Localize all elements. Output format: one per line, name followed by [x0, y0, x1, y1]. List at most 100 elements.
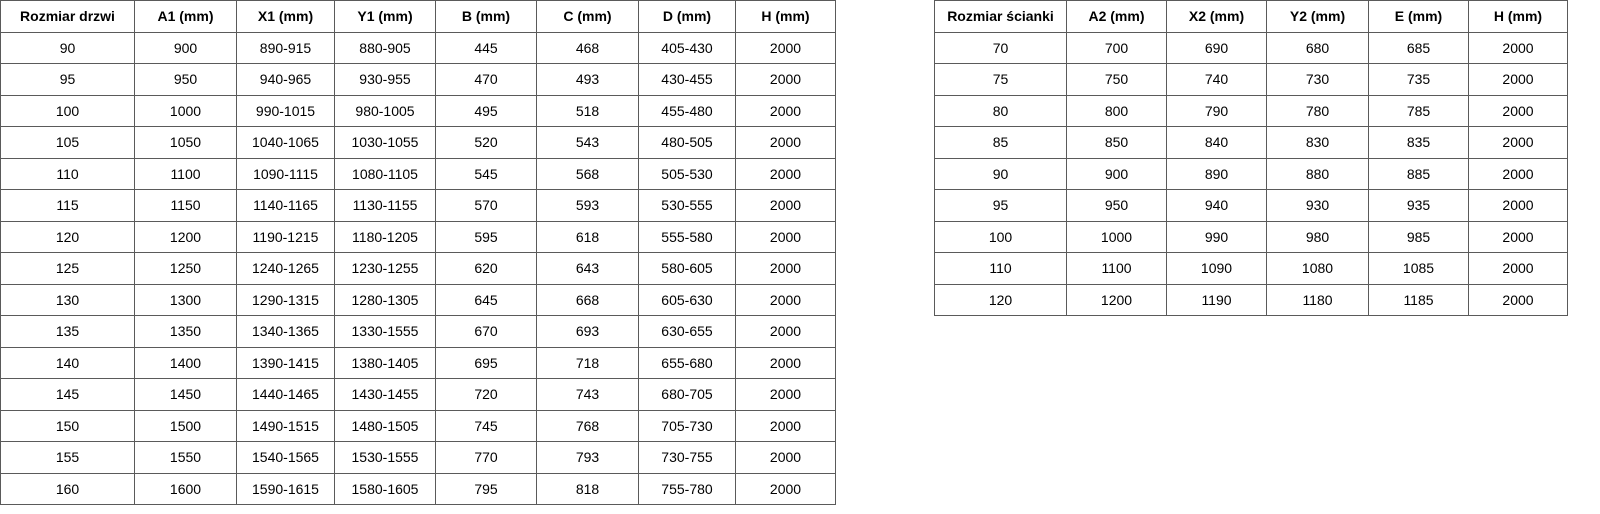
column-header: D (mm) [638, 0, 736, 33]
table-cell: 1090 [1166, 252, 1267, 285]
table-cell: 720 [435, 378, 537, 411]
table-cell: 940-965 [236, 63, 335, 96]
table-cell: 930 [1266, 189, 1369, 222]
table-cell: 100 [0, 94, 135, 127]
table-cell: 800 [1066, 94, 1167, 127]
table-row: 120 1200 1190-1215 1180-1205 595 618 555-580 20… [0, 220, 836, 253]
table-cell: 545 [435, 157, 537, 190]
table-cell: 95 [0, 63, 135, 96]
table-cell: 605-630 [638, 283, 736, 316]
table-cell: 1400 [134, 346, 237, 379]
table-cell: 2000 [735, 157, 836, 190]
table-cell: 735 [1368, 63, 1469, 96]
table-cell: 793 [536, 441, 639, 474]
table-cell: 530-555 [638, 189, 736, 222]
table-cell: 2000 [1468, 220, 1568, 253]
table-cell: 880-905 [334, 31, 436, 64]
table-cell: 930-955 [334, 63, 436, 96]
table-cell: 1180-1205 [334, 220, 436, 253]
table-cell: 593 [536, 189, 639, 222]
table-cell: 85 [934, 126, 1067, 159]
table-cell: 130 [0, 283, 135, 316]
column-header: X1 (mm) [236, 0, 335, 33]
table-cell: 1190-1215 [236, 220, 335, 253]
table-row: 110 1100 1090 1080 1085 2000 [934, 252, 1568, 285]
table-cell: 1450 [134, 378, 237, 411]
table-cell: 1040-1065 [236, 126, 335, 159]
table-row: 115 1150 1140-1165 1130-1155 570 593 530-555 20… [0, 189, 836, 222]
table-cell: 1330-1555 [334, 315, 436, 348]
table-cell: 705-730 [638, 409, 736, 442]
table-row: 70 700 690 680 685 2000 [934, 31, 1568, 64]
table-cell: 493 [536, 63, 639, 96]
table-cell: 700 [1066, 31, 1167, 64]
header-row: Rozmiar drzwi A1 (mm) X1 (mm) Y1 (mm) B (mm)… [0, 0, 836, 33]
table-cell: 668 [536, 283, 639, 316]
table-cell: 1500 [134, 409, 237, 442]
table-cell: 2000 [735, 252, 836, 285]
table-cell: 1100 [134, 157, 237, 190]
table-cell: 2000 [735, 441, 836, 474]
table-cell: 1340-1365 [236, 315, 335, 348]
table-cell: 115 [0, 189, 135, 222]
table-cell: 643 [536, 252, 639, 285]
table-cell: 645 [435, 283, 537, 316]
table-cell: 685 [1368, 31, 1469, 64]
table-cell: 730-755 [638, 441, 736, 474]
table-cell: 940 [1166, 189, 1267, 222]
table-row: 140 1400 1390-1415 1380-1405 695 718 655-680 20… [0, 346, 836, 379]
table-cell: 445 [435, 31, 537, 64]
table-cell: 145 [0, 378, 135, 411]
table-cell: 890 [1166, 157, 1267, 190]
table-cell: 743 [536, 378, 639, 411]
table-cell: 1085 [1368, 252, 1469, 285]
table-cell: 840 [1166, 126, 1267, 159]
column-header: A1 (mm) [134, 0, 237, 33]
table-cell: 1140-1165 [236, 189, 335, 222]
table-cell: 695 [435, 346, 537, 379]
table-cell: 150 [0, 409, 135, 442]
table-row: 120 1200 1190 1180 1185 2000 [934, 283, 1568, 316]
table-cell: 140 [0, 346, 135, 379]
wall-size-table: Rozmiar ścianki A2 (mm) X2 (mm) Y2 (mm) E (m… [934, 0, 1568, 316]
table-cell: 1380-1405 [334, 346, 436, 379]
table-cell: 2000 [735, 378, 836, 411]
column-header: B (mm) [435, 0, 537, 33]
table-cell: 70 [934, 31, 1067, 64]
column-header: Y1 (mm) [334, 0, 436, 33]
table-cell: 520 [435, 126, 537, 159]
column-header: H (mm) [1468, 0, 1568, 33]
table-cell: 75 [934, 63, 1067, 96]
table-cell: 405-430 [638, 31, 736, 64]
table-cell: 1250 [134, 252, 237, 285]
table-cell: 730 [1266, 63, 1369, 96]
table-cell: 1200 [1066, 283, 1167, 316]
table-cell: 990-1015 [236, 94, 335, 127]
table-cell: 2000 [1468, 252, 1568, 285]
table-cell: 2000 [1468, 189, 1568, 222]
table-cell: 580-605 [638, 252, 736, 285]
table-cell: 1080-1105 [334, 157, 436, 190]
table-row: 75 750 740 730 735 2000 [934, 63, 1568, 96]
table-cell: 980 [1266, 220, 1369, 253]
table-cell: 1390-1415 [236, 346, 335, 379]
table-cell: 780 [1266, 94, 1369, 127]
table-cell: 785 [1368, 94, 1469, 127]
table-cell: 1240-1265 [236, 252, 335, 285]
table-cell: 950 [1066, 189, 1167, 222]
table-cell: 155 [0, 441, 135, 474]
table-cell: 1550 [134, 441, 237, 474]
table-cell: 1480-1505 [334, 409, 436, 442]
table-cell: 1590-1615 [236, 472, 335, 505]
table-cell: 990 [1166, 220, 1267, 253]
table-cell: 768 [536, 409, 639, 442]
table-cell: 1090-1115 [236, 157, 335, 190]
table-cell: 740 [1166, 63, 1267, 96]
table-cell: 1080 [1266, 252, 1369, 285]
table-cell: 718 [536, 346, 639, 379]
table-cell: 135 [0, 315, 135, 348]
table-cell: 693 [536, 315, 639, 348]
table-cell: 1540-1565 [236, 441, 335, 474]
header-row: Rozmiar ścianki A2 (mm) X2 (mm) Y2 (mm) E (m… [934, 0, 1568, 33]
table-row: 105 1050 1040-1065 1030-1055 520 543 480-505 20… [0, 126, 836, 159]
